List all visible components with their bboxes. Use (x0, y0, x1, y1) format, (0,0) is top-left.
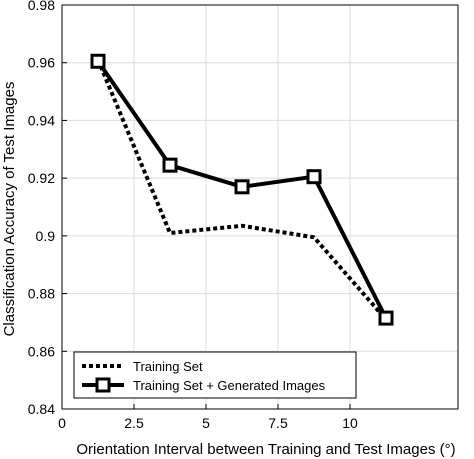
data-point-square (90, 53, 106, 69)
y-tick-label: 0.98 (28, 0, 55, 13)
series-layer (90, 53, 394, 326)
x-tick-label: 7.5 (268, 415, 288, 431)
y-axis-label: Classification Accuracy of Test Images (1, 82, 18, 337)
x-tick-label: 2.5 (124, 415, 144, 431)
grid-lines (62, 5, 458, 409)
y-tick-label: 0.96 (28, 55, 55, 71)
legend-label-training-plus-generated: Training Set + Generated Images (133, 378, 326, 393)
y-tick-label: 0.92 (28, 170, 55, 186)
x-tick-label: 5 (202, 415, 210, 431)
data-point-square (234, 179, 250, 195)
x-tick-label: 0 (58, 415, 66, 431)
legend-box (73, 351, 357, 399)
data-point-square (162, 157, 178, 173)
x-tick-label: 10 (342, 415, 358, 431)
y-tick-label: 0.9 (36, 228, 56, 244)
legend-label-training-set: Training Set (133, 359, 203, 374)
legend-marker-square (95, 377, 111, 393)
data-point-square (306, 169, 322, 185)
y-tick-label: 0.86 (28, 343, 55, 359)
y-axis: 0.84 0.86 0.88 0.9 0.92 0.94 0.96 0.98 (28, 0, 67, 417)
plot-frame (61, 4, 459, 410)
x-axis: 0 2.5 5 7.5 10 (58, 404, 358, 431)
y-tick-label: 0.88 (28, 286, 55, 302)
data-point-square (378, 310, 394, 326)
series-line-0 (96, 59, 388, 321)
y-tick-label: 0.94 (28, 112, 55, 128)
x-axis-label: Orientation Interval between Training an… (76, 441, 455, 458)
y-tick-label: 0.84 (28, 401, 55, 417)
legend: Training Set Training Set + Generated Im… (73, 351, 357, 399)
